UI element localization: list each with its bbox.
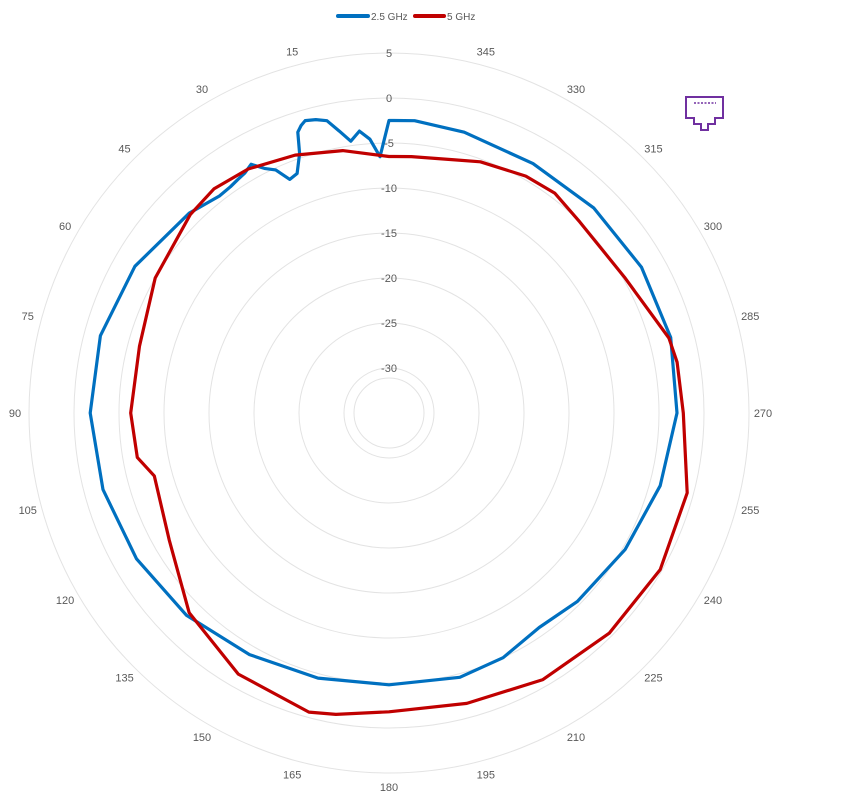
grid-ring — [298, 322, 480, 504]
series-line-2-5ghz — [88, 118, 679, 687]
radial-tick-label: -5 — [384, 138, 394, 150]
series-line-5ghz — [129, 149, 689, 716]
grid-ring — [253, 277, 525, 549]
angle-label: 315 — [644, 144, 662, 156]
angle-label: 15 — [286, 47, 298, 59]
angle-labels: 3453303153002852702552402252101951801651… — [9, 47, 772, 794]
angle-label: 240 — [704, 595, 722, 607]
angle-label: 285 — [741, 311, 759, 323]
angle-label: 30 — [196, 84, 208, 96]
angle-label: 195 — [477, 769, 495, 781]
angle-label: 45 — [118, 144, 130, 156]
angle-label: 300 — [704, 221, 722, 233]
angle-label: 225 — [644, 672, 662, 684]
grid-ring — [118, 142, 660, 684]
ethernet-port-icon — [685, 96, 724, 131]
grid-ring — [353, 377, 425, 449]
grid-ring — [73, 97, 705, 729]
radial-tick-label: -30 — [381, 363, 397, 375]
radial-grid — [28, 52, 750, 774]
legend: 2.5 GHz 5 GHz — [336, 12, 475, 23]
series-lines — [88, 118, 689, 716]
angle-label: 150 — [193, 732, 211, 744]
angle-label: 90 — [9, 408, 21, 420]
angle-label: 165 — [283, 769, 301, 781]
angle-label: 135 — [115, 672, 133, 684]
radial-tick-label: -10 — [381, 183, 397, 195]
angle-label: 60 — [59, 221, 71, 233]
grid-ring — [343, 367, 435, 459]
angle-label: 75 — [22, 311, 34, 323]
angle-label: 105 — [19, 505, 37, 517]
angle-label: 345 — [477, 47, 495, 59]
radial-tick-label: -15 — [381, 228, 397, 240]
radial-tick-labels: 5 0 -5 -10 -15 -20 -25 -30 — [381, 48, 397, 375]
radial-tick-label: 0 — [386, 93, 392, 105]
radial-tick-label: -20 — [381, 273, 397, 285]
angle-label: 210 — [567, 732, 585, 744]
angle-label: 270 — [754, 408, 772, 420]
legend-label-2-5ghz: 2.5 GHz — [371, 12, 408, 23]
angle-label: 255 — [741, 505, 759, 517]
grid-ring — [208, 232, 570, 594]
angle-label: 330 — [567, 84, 585, 96]
radial-tick-label: 5 — [386, 48, 392, 60]
grid-ring — [28, 52, 750, 774]
legend-label-5ghz: 5 GHz — [447, 12, 475, 23]
radial-tick-label: -25 — [381, 318, 397, 330]
angle-label: 120 — [56, 595, 74, 607]
grid-ring — [163, 187, 615, 639]
angle-label: 180 — [380, 782, 398, 794]
